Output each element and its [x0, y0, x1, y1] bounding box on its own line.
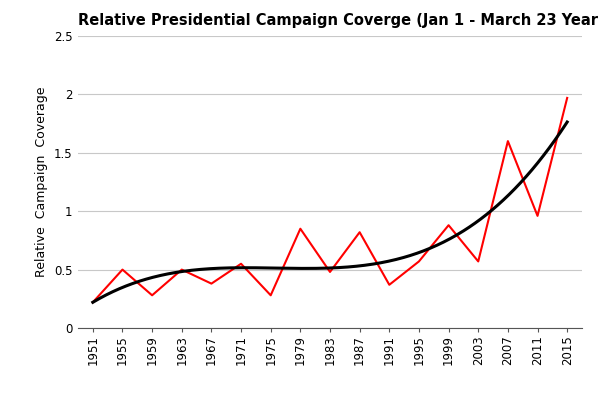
Y-axis label: Relative  Campaign  Coverage: Relative Campaign Coverage — [35, 87, 48, 277]
Text: Relative Presidential Campaign Coverge (Jan 1 - March 23 Year Before): Relative Presidential Campaign Coverge (… — [78, 13, 600, 28]
